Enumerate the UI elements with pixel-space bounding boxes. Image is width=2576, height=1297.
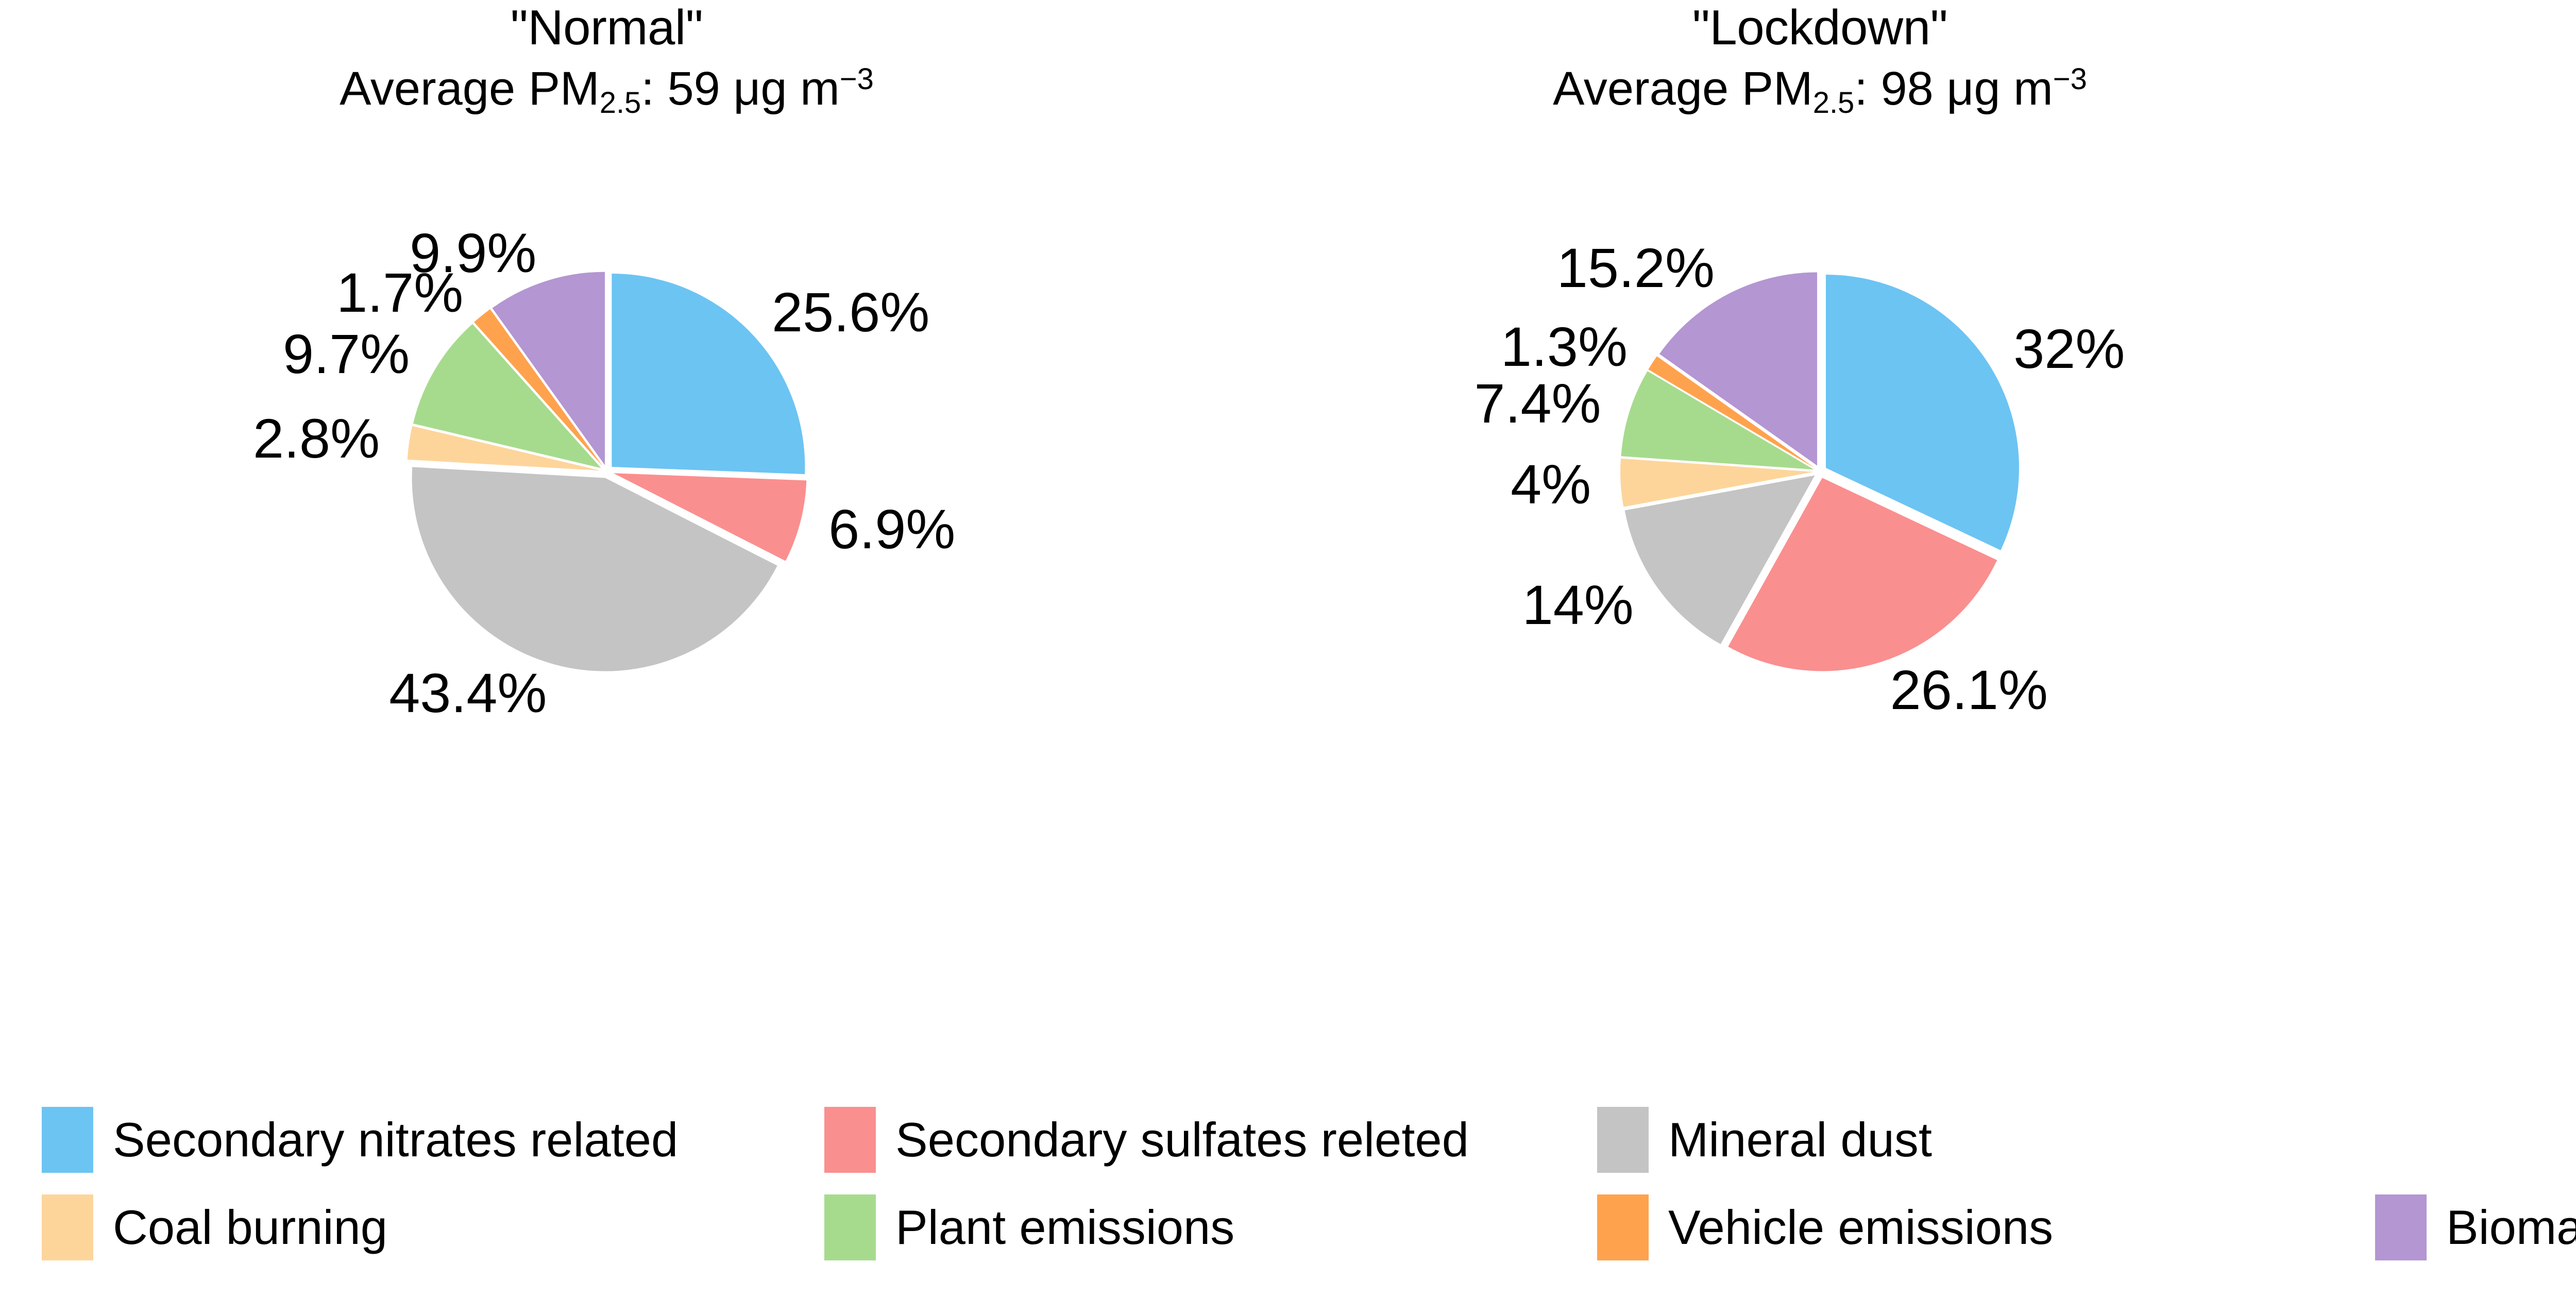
pie-slice-percent-label: 4% <box>1511 453 1591 516</box>
panel-title: "Normal" <box>510 0 703 55</box>
legend-label: Mineral dust <box>1668 1113 1932 1167</box>
legend-label: Secondary nitrates related <box>113 1113 679 1167</box>
legend-label: Vehicle emissions <box>1668 1200 2054 1254</box>
legend-label: Coal burning <box>113 1200 388 1254</box>
pie-panel-chinese-spring-festival: "Chinese Spring Festival" Average PM2.5:… <box>2427 0 2576 1087</box>
subtitle-prefix: Average PM <box>340 62 600 115</box>
pie-area: 25.6% 6.9% 43.4% 2.8% 9.7% 1.7% 9.9% <box>0 111 1213 1087</box>
legend-label: Biomass burning <box>2446 1200 2576 1254</box>
panel-title: "Chinese Spring Festival" <box>2427 1 2576 55</box>
pie-svg <box>1620 272 2019 671</box>
pie-slice <box>611 273 805 475</box>
legend-item[interactable]: Biomass burning <box>2375 1194 2576 1260</box>
pie-panel-normal: "Normal" Average PM2.5: 59 μg m−3 25.6% 6… <box>0 0 1213 1087</box>
legend-color-swatch <box>824 1194 876 1260</box>
pie-slice-percent-label: 14% <box>1522 574 1634 636</box>
legend-item[interactable]: Vehicle emissions <box>1597 1194 2053 1260</box>
pie-slice <box>1620 371 1814 470</box>
legend-color-swatch <box>824 1107 876 1173</box>
pie-slice-percent-label: 7.4% <box>1474 372 1601 434</box>
subtitle-subscript: 2.5 <box>1812 86 1855 120</box>
panel-subtitle: Average PM2.5: 59 μg m−3 <box>0 54 1213 129</box>
legend-item[interactable]: Plant emissions <box>824 1194 1234 1260</box>
legend-color-swatch <box>42 1194 93 1260</box>
pie-slice-percent-label: 9.7% <box>283 323 410 385</box>
pie-slice <box>1659 272 1817 466</box>
legend-color-swatch <box>1597 1107 1649 1173</box>
subtitle-mid: : 98 μg m <box>1854 62 2053 115</box>
pie-svg <box>2426 111 2576 858</box>
pie-slice-percent-label: 26.1% <box>1890 658 2048 721</box>
legend-color-swatch <box>1597 1194 1649 1260</box>
pie-slice-percent-label: 6.9% <box>828 498 956 561</box>
pie-slice-percent-label: 43.4% <box>389 661 547 724</box>
legend-item[interactable]: Secondary sulfates releted <box>824 1107 1469 1173</box>
legend-color-swatch <box>42 1107 93 1173</box>
pie-slice-percent-label: 15.2% <box>1556 236 1715 299</box>
pie-slice <box>413 324 601 468</box>
pie-slice-percent-label: 2.8% <box>252 407 380 469</box>
pie-slice <box>1727 478 1997 671</box>
pie-slice-percent-label: 1.7% <box>336 261 464 324</box>
pie-svg <box>407 272 806 671</box>
pie-slice-percent-label: 32% <box>2013 317 2125 380</box>
pie-slice-percent-label: 9.9% <box>410 222 537 284</box>
pie-slice <box>1624 475 1815 645</box>
pie-area: 20.4%32.6%22.5%4.3%9.2%2.3%8.8% <box>2427 111 2576 1087</box>
legend-color-swatch <box>2375 1194 2427 1260</box>
pie-slice <box>1648 356 1815 468</box>
legend-item[interactable]: Mineral dust <box>1597 1107 1932 1173</box>
subtitle-mid: : 59 μg m <box>641 62 840 115</box>
pie-area: 32% 26.1% 14% 4% 7.4% 1.3% 15.2% <box>1213 111 2427 1087</box>
panel-title: "Lockdown" <box>1692 0 1948 55</box>
legend-item[interactable]: Coal burning <box>42 1194 387 1260</box>
pie-slice <box>407 426 600 471</box>
subtitle-superscript: −3 <box>839 62 874 96</box>
legend-item[interactable]: Secondary nitrates related <box>42 1107 678 1173</box>
panel-subtitle: Average PM2.5: 98 μg m−3 <box>1213 54 2427 129</box>
pie-slice <box>473 309 603 466</box>
subtitle-superscript: −3 <box>2053 62 2087 96</box>
pie-slice <box>1620 458 1814 507</box>
pie-slice <box>412 467 777 671</box>
legend-label: Plant emissions <box>895 1200 1235 1254</box>
legend: Secondary nitrates related Secondary sulf… <box>0 1097 2576 1297</box>
pie-panel-lockdown: "Lockdown" Average PM2.5: 98 μg m−3 32% 2… <box>1213 0 2427 1087</box>
pie-slice <box>1825 275 2019 550</box>
legend-label: Secondary sulfates releted <box>895 1113 1469 1167</box>
pie-slice <box>613 473 806 561</box>
pie-slice-percent-label: 1.3% <box>1500 315 1628 378</box>
pie-slice-percent-label: 25.6% <box>772 281 930 344</box>
subtitle-subscript: 2.5 <box>599 86 641 120</box>
subtitle-prefix: Average PM <box>1553 62 1813 115</box>
pie-slice <box>492 272 605 465</box>
